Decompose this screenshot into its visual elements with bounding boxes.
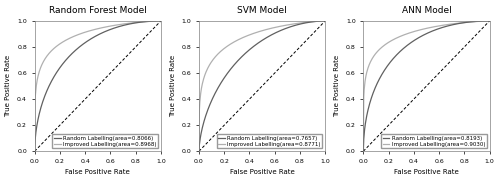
Improved Labelling(area=0.8968) — [106, 25, 112, 27]
Legend: Random Labelling(area=0.7657), Improved Labelling(area=0.8771): Random Labelling(area=0.7657), Improved … — [216, 134, 322, 148]
Line: Random Labelling(area=0.7657): Random Labelling(area=0.7657) — [199, 21, 325, 151]
Improved Labelling(area=0.9030) — [435, 25, 441, 27]
Random Labelling(area=0.8066) — [32, 140, 38, 142]
Random Labelling(area=0.7657) — [196, 144, 202, 146]
Random Labelling(area=0.7657) — [310, 21, 316, 23]
Random Labelling(area=0.8066) — [158, 20, 164, 22]
Improved Labelling(area=0.8968) — [32, 150, 38, 152]
Title: SVM Model: SVM Model — [237, 6, 287, 14]
Legend: Random Labelling(area=0.8193), Improved Labelling(area=0.9030): Random Labelling(area=0.8193), Improved … — [381, 134, 487, 148]
Improved Labelling(area=0.8968) — [146, 20, 152, 22]
Random Labelling(area=0.8193) — [360, 150, 366, 152]
Random Labelling(area=0.7657) — [196, 150, 202, 152]
Random Labelling(area=0.8066) — [146, 20, 152, 22]
Improved Labelling(area=0.9030) — [466, 21, 472, 23]
Improved Labelling(area=0.8968) — [109, 25, 115, 27]
Random Labelling(area=0.8193) — [361, 138, 367, 140]
Improved Labelling(area=0.9030) — [486, 20, 492, 22]
Improved Labelling(area=0.8771) — [196, 108, 202, 110]
Random Labelling(area=0.8193) — [474, 20, 480, 22]
Title: ANN Model: ANN Model — [402, 6, 452, 14]
Random Labelling(area=0.7657) — [270, 33, 276, 35]
Improved Labelling(area=0.8771) — [271, 27, 277, 29]
Random Labelling(area=0.8193) — [436, 28, 442, 30]
Line: Random Labelling(area=0.8193): Random Labelling(area=0.8193) — [364, 21, 490, 151]
Line: Improved Labelling(area=0.9030): Improved Labelling(area=0.9030) — [364, 21, 490, 151]
Random Labelling(area=0.7657) — [273, 31, 279, 34]
Improved Labelling(area=0.9030) — [360, 150, 366, 152]
Improved Labelling(area=0.9030) — [474, 20, 480, 22]
Random Labelling(area=0.8066) — [138, 21, 144, 23]
Improved Labelling(area=0.9030) — [438, 25, 444, 27]
Y-axis label: True Positive Rate: True Positive Rate — [334, 55, 340, 117]
Random Labelling(area=0.8066) — [106, 29, 112, 31]
X-axis label: False Positive Rate: False Positive Rate — [66, 169, 130, 175]
Improved Labelling(area=0.8771) — [196, 150, 202, 152]
Y-axis label: True Positive Rate: True Positive Rate — [6, 55, 12, 117]
Random Labelling(area=0.8193) — [466, 21, 472, 23]
Improved Labelling(area=0.8968) — [158, 20, 164, 22]
Improved Labelling(area=0.8968) — [32, 101, 38, 103]
Line: Improved Labelling(area=0.8771): Improved Labelling(area=0.8771) — [199, 21, 325, 151]
Random Labelling(area=0.7657) — [302, 22, 308, 24]
Improved Labelling(area=0.8771) — [273, 26, 279, 28]
Improved Labelling(area=0.8968) — [138, 21, 144, 23]
Line: Improved Labelling(area=0.8968): Improved Labelling(area=0.8968) — [34, 21, 161, 151]
Improved Labelling(area=0.8968) — [107, 25, 113, 27]
Improved Labelling(area=0.8771) — [302, 21, 308, 24]
Improved Labelling(area=0.9030) — [361, 96, 367, 98]
Random Labelling(area=0.8066) — [32, 150, 38, 152]
Random Labelling(area=0.7657) — [322, 20, 328, 22]
Random Labelling(area=0.8193) — [438, 27, 444, 29]
Improved Labelling(area=0.9030) — [436, 25, 442, 27]
Random Labelling(area=0.8193) — [435, 28, 441, 30]
Legend: Random Labelling(area=0.8066), Improved Labelling(area=0.8968): Random Labelling(area=0.8066), Improved … — [52, 134, 158, 148]
Random Labelling(area=0.7657) — [271, 32, 277, 35]
Random Labelling(area=0.8193) — [486, 20, 492, 22]
Improved Labelling(area=0.8771) — [310, 20, 316, 23]
Random Labelling(area=0.8066) — [107, 29, 113, 31]
Improved Labelling(area=0.8771) — [322, 20, 328, 22]
X-axis label: False Positive Rate: False Positive Rate — [394, 169, 459, 175]
Random Labelling(area=0.8066) — [109, 28, 115, 30]
Line: Random Labelling(area=0.8066): Random Labelling(area=0.8066) — [34, 21, 161, 151]
Title: Random Forest Model: Random Forest Model — [49, 6, 146, 14]
Y-axis label: True Positive Rate: True Positive Rate — [170, 55, 176, 117]
X-axis label: False Positive Rate: False Positive Rate — [230, 169, 294, 175]
Improved Labelling(area=0.8771) — [270, 27, 276, 29]
